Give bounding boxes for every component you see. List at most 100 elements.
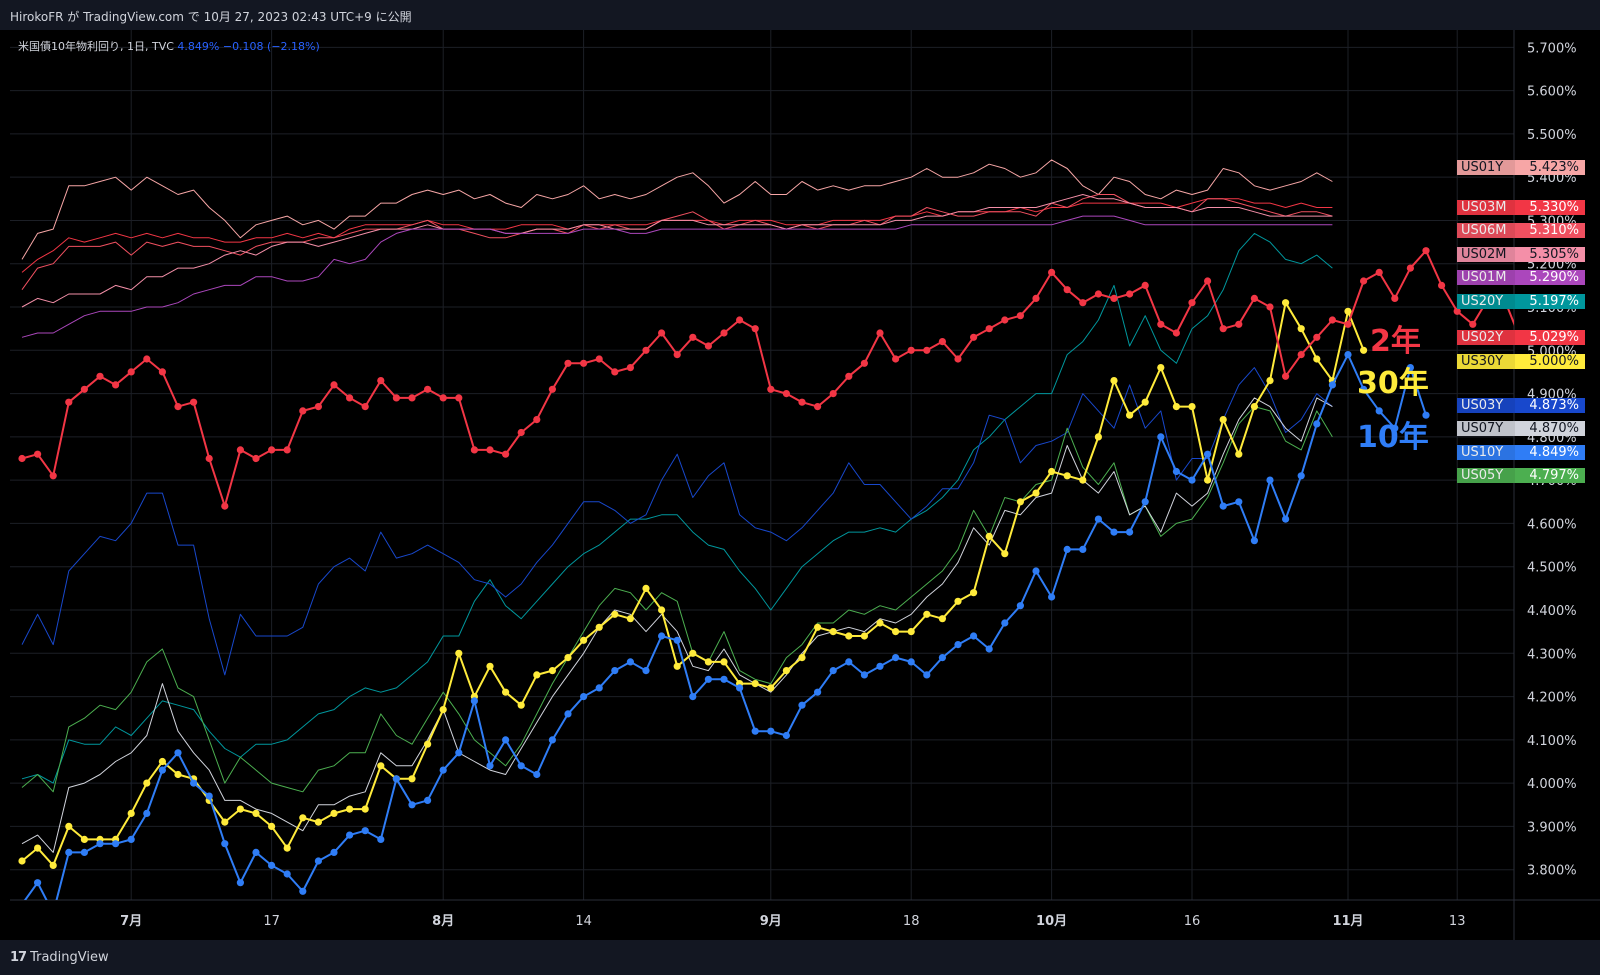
data-point-us02y bbox=[252, 454, 260, 463]
data-point-us10y bbox=[1094, 515, 1102, 523]
badge-symbol: US20Y bbox=[1457, 293, 1515, 309]
price-badge-us03y[interactable]: US03Y 4.873% bbox=[1457, 395, 1585, 415]
data-point-us30y bbox=[252, 809, 260, 818]
data-point-us10y bbox=[1266, 476, 1274, 484]
data-point-us30y bbox=[876, 619, 884, 627]
data-point-us02y bbox=[798, 398, 806, 406]
data-point-us30y bbox=[18, 857, 26, 865]
data-point-us02y bbox=[392, 394, 400, 402]
series-line-us01m[interactable] bbox=[21, 215, 1333, 338]
data-point-us02y bbox=[767, 385, 775, 393]
data-point-us10y bbox=[361, 827, 369, 835]
annotation-2y: 2年 bbox=[1370, 324, 1421, 359]
data-point-us10y bbox=[626, 658, 635, 666]
data-point-us10y bbox=[439, 766, 447, 774]
series-line-us06m[interactable] bbox=[21, 194, 1333, 290]
data-point-us10y bbox=[892, 654, 900, 662]
x-tick-label: 16 bbox=[1184, 914, 1201, 929]
price-badge-us02y[interactable]: US02Y 5.029% bbox=[1457, 328, 1585, 348]
price-badge-us02m[interactable]: US02M 5.305% bbox=[1457, 244, 1585, 264]
data-point-us30y bbox=[1063, 472, 1071, 480]
data-point-us02y bbox=[1266, 303, 1274, 311]
y-tick-label: 5.400% bbox=[1527, 171, 1577, 186]
data-point-us10y bbox=[923, 671, 931, 679]
price-badge-us06m[interactable]: US06M 5.310% bbox=[1457, 221, 1585, 241]
data-point-us30y bbox=[1110, 377, 1118, 385]
data-point-us02y bbox=[1126, 290, 1134, 298]
y-tick-label: 4.400% bbox=[1527, 604, 1577, 619]
data-point-us30y bbox=[377, 762, 385, 770]
series-line-us03y[interactable] bbox=[21, 367, 1333, 676]
data-point-us02y bbox=[502, 450, 510, 458]
price-badge-us10y[interactable]: US10Y 4.849% bbox=[1457, 442, 1585, 462]
data-point-us10y bbox=[1313, 420, 1321, 428]
data-point-us30y bbox=[143, 779, 151, 787]
data-point-us02y bbox=[174, 403, 182, 411]
data-point-us30y bbox=[938, 615, 947, 623]
badge-symbol: US02M bbox=[1457, 246, 1515, 262]
x-tick-label: 11月 bbox=[1332, 914, 1363, 929]
price-badge-us07y[interactable]: US07Y 4.870% bbox=[1457, 419, 1585, 439]
data-point-us30y bbox=[798, 654, 806, 662]
data-point-us30y bbox=[611, 610, 619, 618]
data-point-us02y bbox=[1375, 268, 1383, 276]
badge-value: 5.310% bbox=[1515, 223, 1585, 239]
data-point-us30y bbox=[49, 861, 57, 870]
data-point-us02y bbox=[268, 446, 276, 454]
badge-symbol: US03Y bbox=[1457, 397, 1515, 413]
data-point-us10y bbox=[1172, 467, 1180, 476]
data-point-us02y bbox=[1063, 286, 1071, 294]
data-point-us30y bbox=[361, 805, 369, 813]
data-point-us02y bbox=[829, 390, 837, 398]
data-point-us02y bbox=[1438, 281, 1446, 289]
badge-value: 4.870% bbox=[1515, 421, 1585, 437]
tradingview-logo[interactable]: 17 TradingView bbox=[10, 950, 109, 965]
data-point-us02y bbox=[689, 333, 697, 341]
data-point-us02y bbox=[34, 450, 42, 458]
data-point-us10y bbox=[1360, 385, 1368, 393]
series-line-us02m[interactable] bbox=[21, 194, 1333, 308]
price-badge-us05y[interactable]: US05Y 4.797% bbox=[1457, 466, 1585, 486]
series-line-us05y[interactable] bbox=[21, 406, 1333, 793]
data-point-us02y bbox=[1094, 290, 1102, 298]
series-line-us01y[interactable] bbox=[21, 159, 1333, 260]
data-point-us02y bbox=[330, 381, 338, 389]
badge-symbol: US01M bbox=[1457, 270, 1515, 286]
data-point-us30y bbox=[673, 662, 681, 670]
price-badge-us30y[interactable]: US30Y 5.000% bbox=[1457, 351, 1585, 371]
data-point-us10y bbox=[330, 848, 338, 857]
price-badge-us01y[interactable]: US01Y 5.423% bbox=[1457, 157, 1585, 177]
data-point-us10y bbox=[205, 792, 213, 800]
data-point-us10y bbox=[1282, 515, 1290, 523]
data-point-us10y bbox=[876, 662, 884, 670]
data-point-us30y bbox=[236, 805, 244, 813]
data-point-us10y bbox=[736, 684, 744, 692]
data-point-us30y bbox=[970, 589, 978, 597]
data-point-us10y bbox=[845, 658, 853, 666]
badge-symbol: US10Y bbox=[1457, 444, 1515, 460]
data-point-us10y bbox=[1422, 411, 1430, 419]
badge-value: 4.797% bbox=[1515, 468, 1585, 484]
data-point-us30y bbox=[1344, 307, 1352, 315]
data-point-us02y bbox=[548, 385, 557, 393]
data-point-us30y bbox=[1188, 403, 1196, 411]
series-line-us07y[interactable] bbox=[21, 397, 1333, 853]
data-point-us10y bbox=[190, 779, 198, 787]
price-badge-us01m[interactable]: US01M 5.290% bbox=[1457, 268, 1585, 288]
data-point-us30y bbox=[907, 628, 915, 636]
data-point-us10y bbox=[299, 887, 307, 895]
data-point-us10y bbox=[782, 731, 791, 740]
badge-value: 5.330% bbox=[1515, 199, 1585, 215]
data-point-us30y bbox=[751, 680, 759, 688]
data-point-us30y bbox=[580, 636, 588, 644]
price-badge-us03m[interactable]: US03M 5.330% bbox=[1457, 197, 1585, 217]
data-point-us30y bbox=[1250, 403, 1258, 411]
data-point-us30y bbox=[1048, 467, 1056, 476]
data-point-us02y bbox=[205, 454, 213, 463]
data-point-us30y bbox=[626, 615, 635, 623]
price-badge-us20y[interactable]: US20Y 5.197% bbox=[1457, 291, 1585, 311]
series-group bbox=[18, 159, 1514, 900]
data-point-us10y bbox=[658, 632, 666, 640]
data-point-us02y bbox=[845, 372, 853, 380]
